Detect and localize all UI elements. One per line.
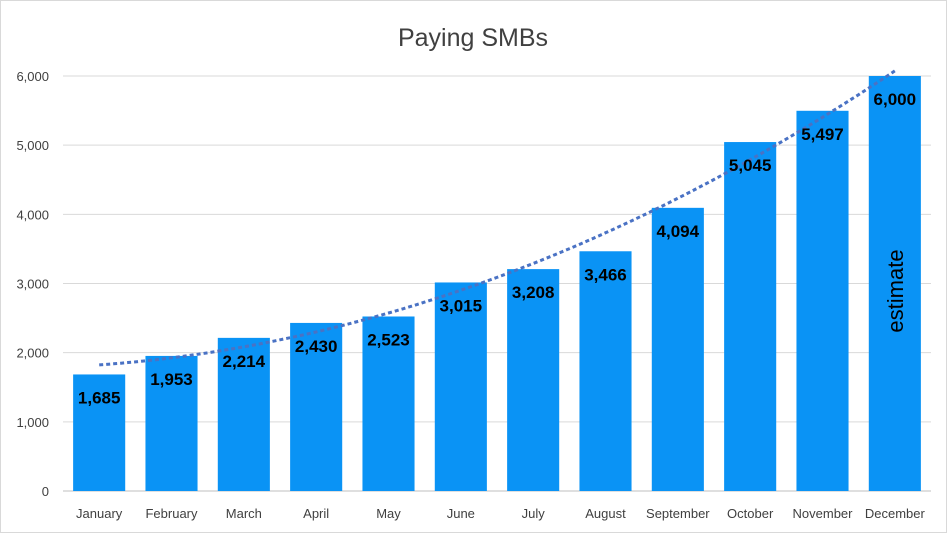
- chart-title: Paying SMBs: [398, 24, 548, 52]
- gridlines: [63, 75, 931, 492]
- y-tick-label: 1,000: [16, 415, 49, 430]
- data-label: 5,045: [729, 156, 772, 175]
- y-axis-ticks: 0 1,000 2,000 3,000 4,000 5,000 6,000: [16, 69, 49, 499]
- x-tick-label: July: [522, 506, 546, 521]
- estimate-annotation: estimate: [883, 249, 908, 332]
- y-tick-label: 3,000: [16, 277, 49, 292]
- bar: [868, 76, 921, 491]
- x-tick-label: November: [793, 506, 854, 521]
- data-label: 1,953: [150, 370, 193, 389]
- data-label: 3,466: [584, 265, 627, 284]
- x-tick-label: May: [376, 506, 401, 521]
- bar: [507, 269, 560, 491]
- trendline-path: [99, 69, 896, 367]
- data-label: 2,214: [223, 352, 266, 371]
- data-label: 3,015: [440, 296, 483, 315]
- y-tick-label: 4,000: [16, 207, 49, 222]
- bars: [73, 76, 921, 491]
- x-tick-label: August: [585, 506, 626, 521]
- bar: [145, 355, 198, 491]
- bar: [724, 142, 777, 491]
- bar: [796, 110, 849, 491]
- bar: [217, 337, 270, 491]
- x-tick-label: December: [865, 506, 926, 521]
- x-tick-label: October: [727, 506, 774, 521]
- x-tick-label: April: [303, 506, 329, 521]
- bar: [362, 316, 415, 491]
- bar: [651, 207, 704, 491]
- y-tick-label: 0: [42, 484, 49, 499]
- x-tick-label: March: [226, 506, 262, 521]
- trendline: [99, 69, 896, 367]
- x-tick-label: January: [76, 506, 123, 521]
- bar: [579, 251, 632, 491]
- y-tick-label: 5,000: [16, 138, 49, 153]
- data-label: 6,000: [874, 90, 917, 109]
- x-tick-label: September: [646, 506, 710, 521]
- y-tick-label: 2,000: [16, 346, 49, 361]
- bar: [434, 282, 487, 491]
- y-tick-label: 6,000: [16, 69, 49, 84]
- data-label: 2,430: [295, 337, 338, 356]
- annotations: estimate: [883, 249, 908, 332]
- data-label: 3,208: [512, 283, 555, 302]
- data-label: 2,523: [367, 330, 410, 349]
- x-tick-label: February: [145, 506, 198, 521]
- bar: [73, 374, 126, 491]
- bar: [290, 322, 343, 491]
- data-label: 1,685: [78, 388, 121, 407]
- data-label: 5,497: [801, 125, 844, 144]
- x-tick-label: June: [447, 506, 475, 521]
- x-axis-ticks: January February March April May June July Augu…: [76, 506, 925, 521]
- data-labels: 1,685 1,953 2,214 2,430 2,523 3,015 3,208 3,466…: [78, 90, 916, 407]
- data-label: 4,094: [657, 222, 700, 241]
